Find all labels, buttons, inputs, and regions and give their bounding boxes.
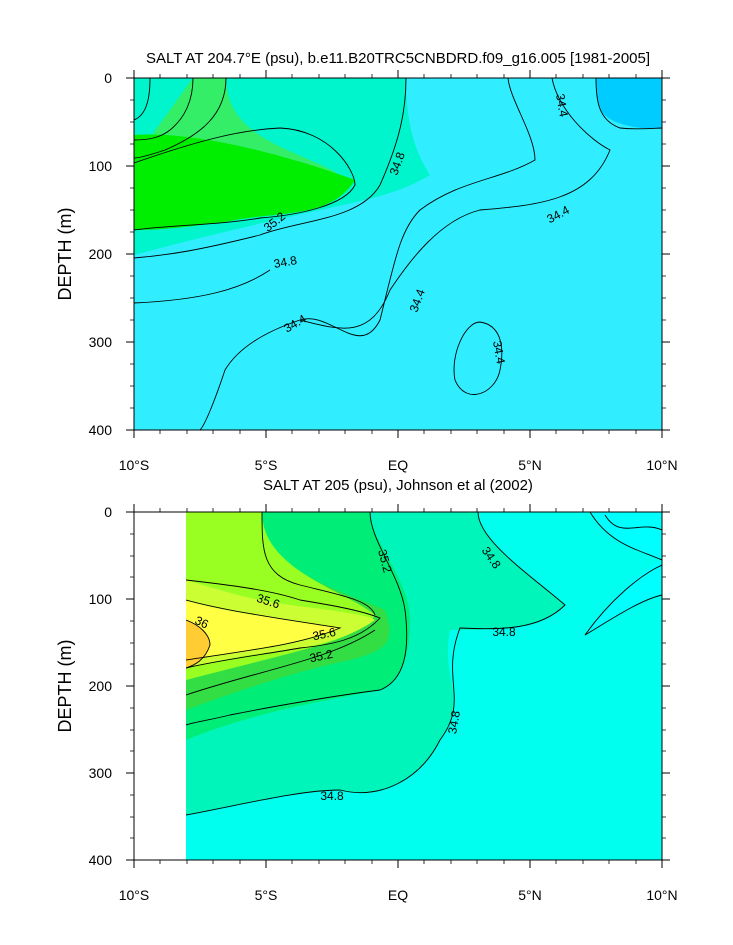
contour-34-4-main	[199, 78, 536, 430]
y-axis-label: DEPTH (m)	[55, 640, 75, 733]
x-tick-label: 5°N	[518, 887, 542, 903]
contour-34-4-west	[134, 78, 151, 121]
minor-ticks	[130, 508, 666, 864]
panel-1-contours	[134, 78, 662, 430]
contour-label: 34.4	[490, 340, 508, 366]
y-tick-label: 200	[89, 246, 113, 262]
x-tick-label: 10°S	[119, 457, 150, 473]
contour-label: 35.2	[308, 647, 334, 666]
panel-observed: SALT AT 205 (psu), Johnson et al (2002)	[55, 477, 678, 903]
contour-34-8	[134, 78, 407, 259]
x-tick-label: 5°N	[518, 457, 542, 473]
contour-label: 35.6	[311, 625, 337, 644]
contour-label: 34.4	[553, 93, 571, 119]
panel-2-title: SALT AT 205 (psu), Johnson et al (2002)	[263, 477, 533, 494]
contour-35-6	[186, 579, 381, 669]
x-tick-label: 5°S	[255, 887, 278, 903]
y-tick-label: 200	[89, 678, 113, 694]
y-tick-label: 400	[89, 852, 113, 868]
major-ticks	[126, 504, 670, 868]
x-tick-label: EQ	[388, 887, 408, 903]
y-tick-label: 0	[104, 504, 112, 520]
fill-lt-34-8-east	[585, 512, 662, 635]
fill-gt-35-2	[134, 134, 355, 230]
contour-label: 34.8	[320, 789, 344, 803]
x-tick-label: 10°S	[119, 887, 150, 903]
panel-2-fills	[186, 512, 662, 860]
panel-1-fills	[134, 78, 662, 430]
contour-35-2-lower	[186, 629, 376, 696]
contour-label: 34.8	[273, 253, 299, 271]
y-axis-label: DEPTH (m)	[55, 208, 75, 301]
contour-label: 35.2	[375, 548, 395, 574]
contour-34-8	[186, 512, 566, 816]
panel-2-ticks	[126, 504, 670, 868]
contour-35-0-west	[134, 78, 194, 141]
contour-35-4	[261, 512, 376, 616]
contour-35-2-west	[134, 78, 227, 159]
contour-34-4-upper	[299, 78, 611, 329]
contour-35-2-east	[186, 512, 408, 726]
fill-lt-34-4-east	[596, 78, 662, 129]
contour-label: 34.8	[492, 625, 516, 639]
contour-36	[186, 619, 211, 669]
panel-model: SALT AT 204.7°E (psu), b.e11.B20TRC5CNBD…	[55, 50, 678, 473]
major-ticks	[126, 70, 670, 438]
x-tick-label: EQ	[388, 457, 408, 473]
y-tick-label: 300	[89, 765, 113, 781]
contour-35-2-core	[134, 127, 356, 231]
x-tick-label: 5°S	[255, 457, 278, 473]
x-tick-label: 10°N	[646, 887, 677, 903]
fill-35-8-36-0	[186, 600, 340, 660]
contour-label: 35.6	[255, 591, 282, 612]
contour-label: 34.8	[445, 709, 463, 735]
panel-1-ticks	[126, 70, 670, 438]
panel-2-contours	[186, 512, 662, 816]
x-tick-label: 10°N	[646, 457, 677, 473]
contour-34-8-ne	[604, 514, 662, 531]
y-tick-label: 400	[89, 422, 113, 438]
panel-1-title: SALT AT 204.7°E (psu), b.e11.B20TRC5CNBD…	[146, 50, 650, 67]
contour-34-8-tongue	[584, 564, 662, 636]
contour-34-8-east	[589, 512, 662, 561]
y-tick-label: 100	[89, 591, 113, 607]
y-tick-label: 100	[89, 158, 113, 174]
contour-35-8	[186, 599, 342, 661]
minor-ticks	[130, 74, 666, 434]
y-tick-label: 300	[89, 334, 113, 350]
y-tick-label: 0	[104, 70, 112, 86]
contour-label: 36	[193, 613, 211, 631]
contour-34-4-lower	[134, 269, 271, 304]
contour-34-4-east	[595, 78, 662, 130]
contour-34-4-closed	[453, 321, 503, 395]
panel-2-contour-labels: 35.2 34.8 35.6 36 35.6 35.2 34.8 34.8 34…	[193, 544, 516, 803]
